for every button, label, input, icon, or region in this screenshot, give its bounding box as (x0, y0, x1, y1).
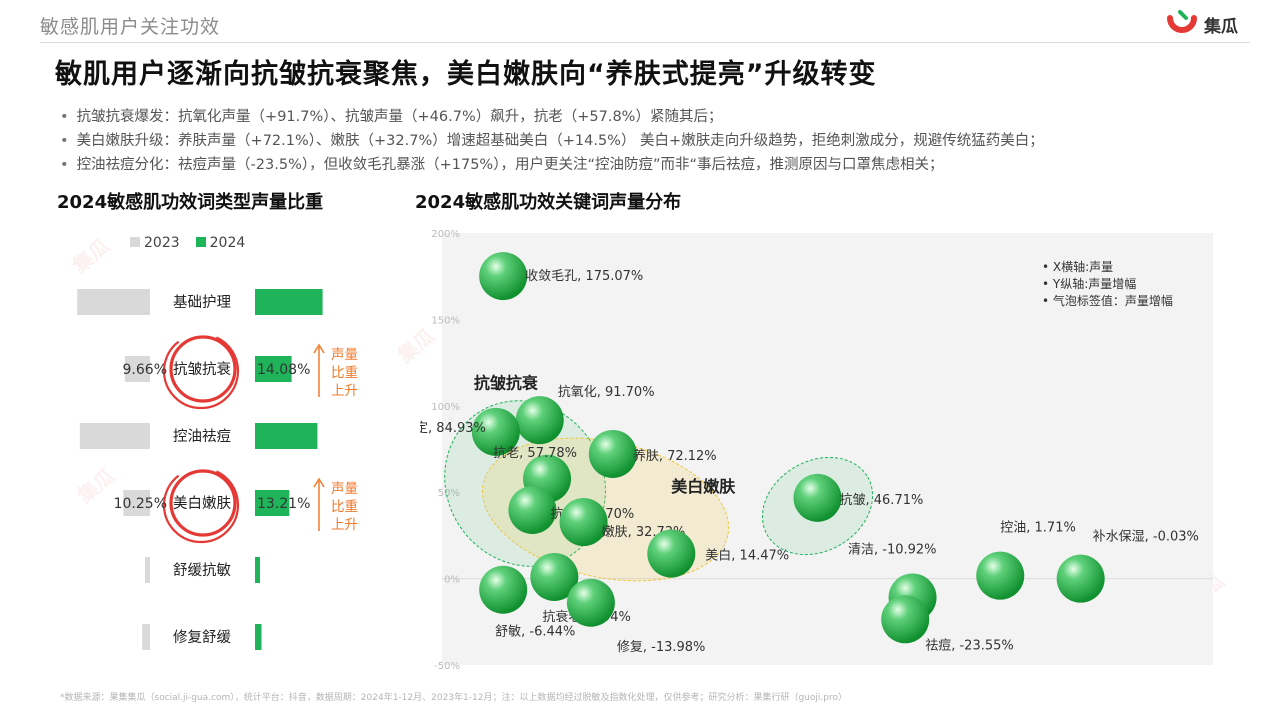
bar-2024 (255, 490, 290, 516)
bar-value-label-2024: 13.21% (257, 496, 310, 512)
bar-2024 (255, 624, 262, 650)
bar-category-label: 修复舒缓 (173, 628, 231, 646)
bubble-label: 修复, -13.98% (617, 640, 706, 655)
page-headline: 敏肌用户逐渐向抗皱抗衰聚焦，美白嫩肤向“养肤式提亮”升级转变 (55, 59, 877, 90)
highlight-ring (169, 469, 237, 537)
highlight-ring (162, 332, 240, 410)
legend-item-2023: 2023 (130, 235, 180, 251)
bullet-item: 控油祛痘分化：祛痘声量（-23.5%），但收敛毛孔暴涨（+175%），用户更关注… (60, 153, 1275, 177)
callout-text: 声量 (331, 347, 358, 363)
legend-item-2024: 2024 (195, 235, 245, 251)
bar-category-label: 舒缓抗敏 (173, 562, 231, 579)
section-title: 敏感肌用户关注功效 (40, 16, 221, 38)
bubble-label: 补水保湿, -0.03% (1093, 530, 1199, 545)
callout-text: 声量 (331, 481, 358, 497)
bar-category-label: 控油祛痘 (173, 428, 231, 445)
bubble-label: 收敛毛孔, 175.07% (525, 268, 643, 284)
bubble-point (559, 498, 608, 547)
bar-category-label: 抗皱抗衰 (173, 361, 231, 378)
bubble-label: 控油, 1.71% (1000, 521, 1076, 536)
bar-2024 (255, 423, 318, 449)
bubble-label: 养肤, 72.12% (633, 448, 717, 464)
bubble-point (479, 252, 528, 301)
bubble-label: 抗皱, 46.71% (840, 492, 924, 508)
callout-arrowhead (313, 477, 325, 488)
bubble-point (479, 565, 528, 614)
bubble-point (793, 473, 842, 522)
bar-2023 (124, 356, 150, 382)
callout-text: 上升 (331, 383, 358, 399)
bar-2023 (77, 289, 150, 315)
bar-2023 (142, 624, 150, 650)
bubble-point (566, 578, 615, 627)
callout-text: 上升 (331, 517, 358, 533)
y-tick-label: 200% (431, 229, 460, 240)
bubble-point (515, 396, 564, 445)
bar-2023 (123, 490, 150, 516)
bar-2023 (79, 423, 150, 449)
bubble-point (508, 485, 557, 534)
bar-value-label-2023: 9.66% (123, 362, 167, 378)
bubble-point (588, 429, 637, 478)
bullet-item: 抗皱抗衰爆发：抗氧化声量（+91.7%）、抗皱声量（+46.7%）飙升，抗老（+… (60, 105, 1275, 129)
callout-text: 比重 (331, 499, 358, 515)
logo-icon (1167, 10, 1197, 33)
y-tick-label: 100% (431, 402, 460, 413)
callout-text: 比重 (331, 365, 358, 381)
bar-value-label-2023: 10.25% (114, 496, 167, 512)
chart-note: • 气泡标签值：声量增幅 (1042, 293, 1173, 308)
y-tick-label: 50% (438, 488, 460, 499)
y-tick-label: 150% (431, 315, 460, 326)
header-divider (40, 42, 1250, 43)
bubble-chart-title: 2024敏感肌功效关键词声量分布 (415, 192, 682, 213)
bar-2024 (255, 356, 292, 382)
bubble-point (1056, 554, 1105, 603)
bar-category-label: 美白嫩肤 (173, 495, 231, 512)
callout-arrowhead (313, 343, 325, 354)
logo: 集瓜 (1166, 10, 1238, 38)
cluster-label: 抗皱抗衰 (474, 374, 539, 393)
bubble-label: 抗氧化, 91.70% (558, 385, 655, 400)
insight-bullets: 抗皱抗衰爆发：抗氧化声量（+91.7%）、抗皱声量（+46.7%）飙升，抗老（+… (60, 105, 1275, 177)
bar-category-label: 基础护理 (173, 294, 231, 311)
bar-value-label-2024: 14.08% (257, 362, 310, 378)
bubble-point (471, 407, 520, 456)
bubble-label: 舒敏, -6.44% (495, 625, 575, 640)
bar-2024 (255, 289, 323, 315)
footer-source: *数据来源：果集集瓜（social.ji-gua.com），统计平台：抖音，数据… (60, 693, 847, 703)
bar-legend: 2023 2024 (130, 235, 245, 251)
logo-text: 集瓜 (1204, 16, 1238, 37)
y-tick-label: -50% (434, 661, 460, 672)
bar-2023 (145, 557, 150, 583)
bubble-point (976, 551, 1025, 600)
bubble-point (647, 529, 696, 578)
bubble-label: 清洁, -10.92% (848, 542, 937, 557)
bubble-point (881, 595, 930, 644)
bubble-label: 抗老, 57.78% (493, 446, 577, 461)
chart-note: • X横轴:声量 (1042, 259, 1113, 274)
highlight-ring (162, 466, 240, 544)
bubble-label: 美白, 14.47% (705, 548, 789, 564)
bar-2024 (255, 557, 260, 583)
cluster-label: 美白嫩肤 (671, 477, 736, 496)
y-tick-label: 0% (444, 575, 460, 586)
bullet-item: 美白嫩肤升级：养肤声量（+72.1%）、嫩肤（+32.7%）增速超基础美白（+1… (60, 129, 1275, 153)
highlight-ring (169, 335, 237, 403)
bar-chart-title: 2024敏感肌功效词类型声量比重 (57, 192, 324, 213)
bubble-point (530, 552, 579, 601)
bubble-label: 舒缓镇定, 84.93% (420, 421, 486, 436)
chart-note: • Y纵轴:声量增幅 (1042, 276, 1136, 291)
bubble-label: 祛痘, -23.55% (925, 637, 1014, 653)
